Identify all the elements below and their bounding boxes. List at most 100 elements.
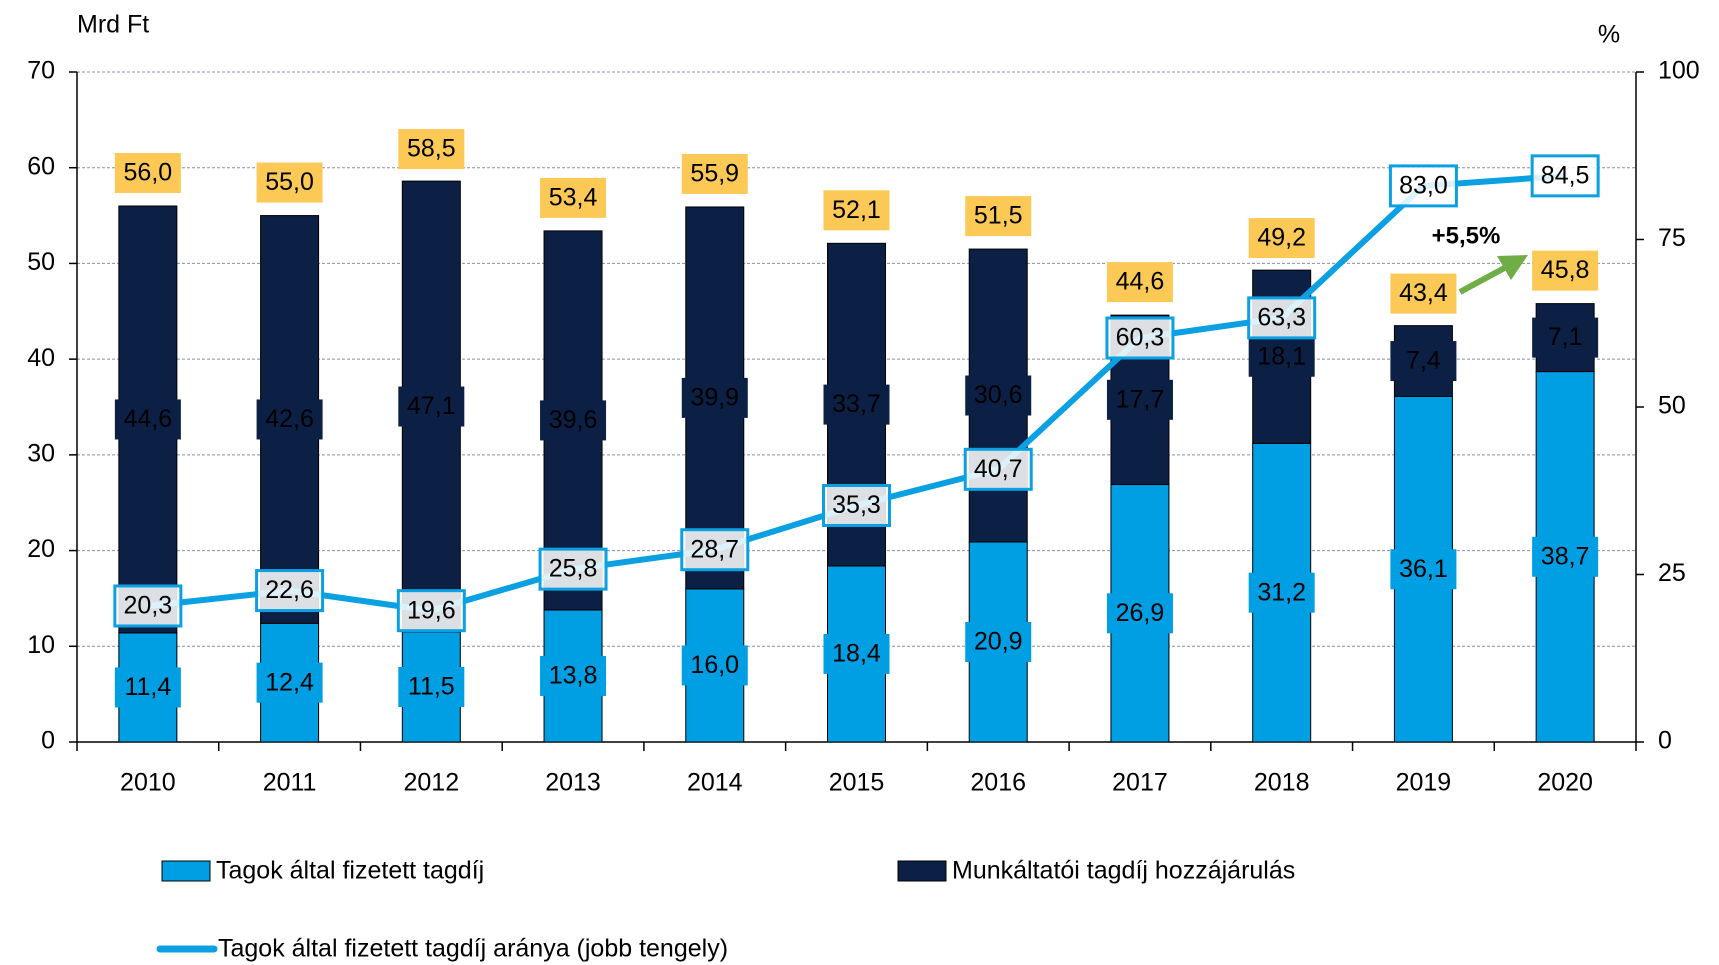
total-label: 44,6 (1116, 268, 1165, 296)
bar-value-label: 39,6 (549, 406, 598, 434)
bar-value-label-box (398, 386, 465, 427)
total-label-box (540, 177, 607, 218)
line-value-label: 20,3 (124, 592, 173, 620)
total-label: 55,0 (265, 168, 314, 196)
line-value-label-box (1247, 296, 1317, 340)
line-value-label-box (963, 447, 1033, 491)
total-label: 51,5 (974, 202, 1023, 230)
y-tick-label: 10 (27, 631, 55, 659)
bar-value-label: 12,4 (265, 668, 314, 696)
y-tick-label: 0 (41, 727, 55, 755)
total-label: 55,9 (690, 160, 739, 188)
y-tick-label: 20 (27, 535, 55, 563)
legend-label: Tagok által fizetett tagdíj (216, 857, 484, 885)
annotation-arrow (1458, 262, 1512, 295)
line-value-label: 35,3 (832, 491, 881, 519)
line-value-label: 28,7 (690, 535, 739, 563)
bar-value-label: 18,4 (832, 640, 881, 668)
line-value-label-box (396, 589, 466, 633)
line-value-label-box (1388, 164, 1458, 208)
x-tick-label: 2014 (687, 769, 743, 797)
line-value-label: 83,0 (1399, 172, 1448, 200)
y-tick-label: 50 (27, 248, 55, 276)
bar-value-label-box (114, 667, 181, 708)
legend-label: Munkáltatói tagdíj hozzájárulás (952, 857, 1295, 885)
y2-tick-label: 0 (1658, 727, 1672, 755)
bar-value-label: 11,5 (408, 673, 455, 701)
line-value-label: 84,5 (1541, 161, 1590, 189)
bar-value-label-box (965, 375, 1032, 416)
total-label-box (398, 129, 465, 170)
bar-value-label: 47,1 (407, 392, 456, 420)
total-label-box (256, 162, 323, 203)
bar-value-label-box (823, 633, 890, 674)
bar-value-label: 42,6 (265, 405, 314, 433)
x-tick-label: 2015 (829, 769, 885, 797)
x-tick-label: 2018 (1254, 769, 1310, 797)
line-value-label-box (255, 569, 325, 613)
bar-value-label-box (540, 655, 607, 696)
bar-value-label: 26,9 (1116, 599, 1165, 627)
legend-swatch (161, 860, 211, 882)
y2-tick-label: 75 (1658, 224, 1686, 252)
x-tick-label: 2012 (404, 769, 460, 797)
bar-value-label-box (1532, 536, 1599, 577)
x-tick-label: 2017 (1112, 769, 1168, 797)
bar-value-label-box (114, 399, 181, 440)
bar-value-label-box (1106, 379, 1173, 420)
total-label-box (114, 153, 181, 193)
total-label: 43,4 (1399, 279, 1448, 307)
bar-value-label-box (823, 384, 890, 425)
bar-value-label-box (1390, 341, 1457, 382)
x-tick-label: 2011 (263, 769, 317, 797)
total-label-box (965, 196, 1032, 237)
line-value-label: 60,3 (1116, 324, 1165, 352)
bar-value-label-box (1390, 549, 1457, 590)
bar-value-label: 44,6 (124, 405, 173, 433)
bar-value-label: 38,7 (1541, 542, 1590, 570)
y2-tick-label: 100 (1658, 57, 1700, 85)
bar-value-label: 18,1 (1257, 342, 1306, 370)
total-label-box (1248, 218, 1315, 259)
line-value-label: 25,8 (549, 555, 598, 583)
line-value-label: 40,7 (974, 455, 1023, 483)
line-value-label: 22,6 (265, 576, 314, 604)
bar-value-label-box (965, 621, 1032, 662)
bar-value-label: 7,4 (1406, 347, 1441, 375)
line-value-label-box (822, 483, 891, 527)
total-label-box (1106, 262, 1173, 303)
bar-value-label-box (1532, 317, 1599, 358)
bar-value-label-box (681, 645, 748, 686)
bar-value-label: 36,1 (1399, 555, 1448, 583)
bar-value-label: 31,2 (1257, 578, 1306, 606)
bar-value-label: 16,0 (690, 651, 739, 679)
x-tick-label: 2020 (1537, 769, 1593, 797)
bar-value-label: 33,7 (832, 390, 881, 418)
total-label: 56,0 (124, 159, 173, 187)
bar-value-label: 17,7 (1116, 385, 1165, 413)
line-value-label-box (1105, 316, 1175, 360)
bar-value-label-box (681, 377, 748, 418)
total-label: 53,4 (549, 183, 598, 211)
legend-label: Tagok által fizetett tagdíj aránya (jobb… (218, 935, 728, 963)
y2-axis-label: % (1598, 21, 1620, 49)
x-tick-label: 2010 (120, 769, 176, 797)
bar-value-label: 11,4 (124, 673, 171, 701)
bar-value-label: 13,8 (549, 662, 598, 690)
bar-value-label-box (256, 399, 323, 440)
bar-value-label: 30,6 (974, 381, 1023, 409)
bar-value-label-box (1106, 593, 1173, 634)
y-tick-label: 30 (27, 439, 55, 467)
y-tick-label: 40 (27, 344, 55, 372)
annotation-arrowhead (1497, 255, 1528, 280)
total-label: 52,1 (832, 196, 881, 224)
y2-tick-label: 50 (1658, 392, 1686, 420)
line-value-label-box (1530, 154, 1600, 198)
y-axis-label: Mrd Ft (77, 11, 149, 39)
bar-value-label: 39,9 (690, 384, 739, 412)
bar-value-label: 7,1 (1548, 323, 1583, 351)
total-label-box (823, 190, 890, 231)
total-label-box (1390, 273, 1457, 314)
total-label-box (681, 153, 748, 194)
